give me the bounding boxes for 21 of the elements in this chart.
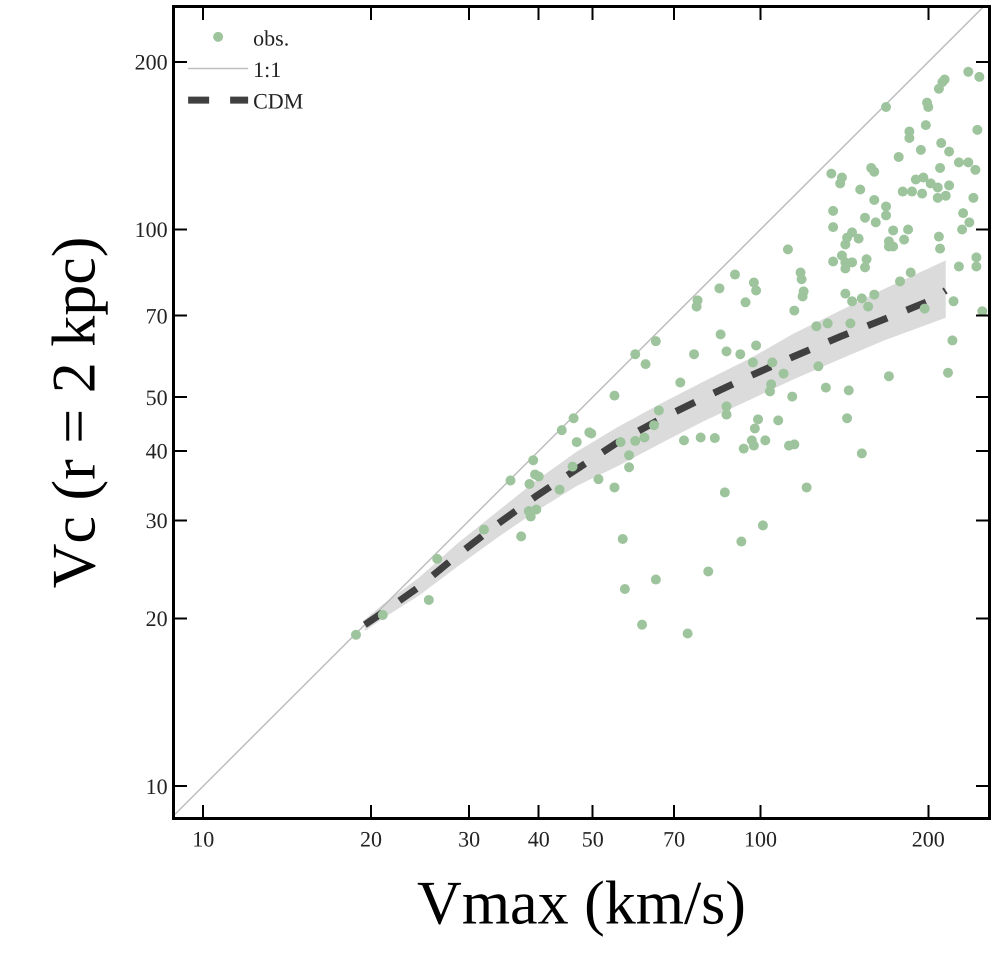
y-axis-title: Vc (r = 2 kpc)	[40, 236, 108, 588]
x-tick-label: 40	[528, 826, 550, 852]
y-tick-label: 10	[146, 774, 168, 799]
legend-label: CDM	[253, 88, 304, 114]
legend-label: 1:1	[253, 57, 282, 82]
y-tick-label: 20	[146, 606, 168, 632]
x-tick-label: 200	[912, 826, 945, 852]
x-tick-label: 10	[192, 826, 214, 852]
y-tick-label: 50	[146, 384, 168, 410]
x-tick-label: 50	[582, 826, 604, 852]
y-tick-label: 70	[146, 303, 168, 328]
legend-label: obs.	[253, 25, 290, 50]
y-tick-label: 200	[134, 50, 168, 75]
x-tick-label: 70	[663, 826, 686, 852]
x-axis-title: Vmax (km/s)	[417, 869, 746, 938]
x-tick-label: 20	[360, 826, 382, 852]
y-tick-label: 100	[134, 217, 168, 242]
x-tick-label: 30	[458, 826, 480, 852]
y-tick-label: 30	[146, 508, 168, 534]
y-tick-label: 40	[146, 438, 168, 464]
x-tick-label: 100	[744, 826, 777, 852]
